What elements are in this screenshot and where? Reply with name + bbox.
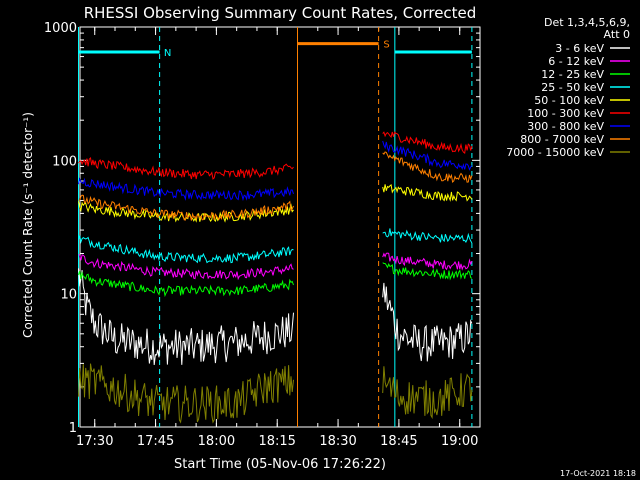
series-300-to-800keV — [78, 140, 473, 202]
series-6-to-12keV — [78, 252, 473, 281]
series-7000-to-15000keV — [78, 363, 473, 424]
series-50-to-100keV — [78, 183, 473, 223]
series-line-segment — [382, 183, 473, 202]
series-line-segment — [382, 252, 473, 271]
series-line-segment — [382, 262, 473, 281]
series-100-to-300keV — [78, 131, 473, 180]
legend-header-line-1: Det 1,3,4,5,6,9, — [544, 16, 630, 29]
series-line-segment — [382, 151, 473, 183]
legend-entry-label: 300 - 800 keV — [527, 120, 604, 133]
series-line-segment — [382, 282, 473, 362]
series-3-to-6keV — [78, 268, 473, 366]
y-tick-label: 1000 — [44, 21, 77, 36]
legend-entry-label: 50 - 100 keV — [534, 94, 604, 107]
x-tick-label: 19:00 — [441, 434, 478, 449]
annotation-segment-2 — [394, 27, 473, 427]
series-line-segment — [382, 131, 473, 155]
legend-entry-label: 12 - 25 keV — [541, 68, 604, 81]
annotation-label: N — [164, 48, 171, 59]
series-line-segment — [78, 194, 294, 221]
series-800-to-7000keV — [78, 151, 473, 221]
legend-entry-label: 7000 - 15000 keV — [506, 146, 604, 159]
x-tick-label: 18:15 — [258, 434, 295, 449]
x-tick-label: 18:00 — [198, 434, 235, 449]
y-tick-label: 1 — [69, 421, 77, 436]
plot-frame — [79, 26, 481, 428]
series-line-segment — [78, 157, 294, 180]
series-line-segment — [382, 140, 473, 171]
x-tick-label: 17:30 — [76, 434, 113, 449]
y-tick-label: 10 — [60, 288, 77, 303]
legend-header-line-2: Att 0 — [604, 28, 630, 41]
annotation-label: S — [383, 40, 389, 51]
series-12-to-25keV — [78, 262, 473, 298]
series-line-segment — [78, 254, 294, 281]
series-line-segment — [382, 366, 473, 420]
legend-entry-label: 6 - 12 keV — [548, 55, 604, 68]
chart-title: RHESSI Observing Summary Count Rates, Co… — [84, 4, 477, 22]
annotation-N: N — [78, 27, 171, 427]
legend-entry-label: 25 - 50 keV — [541, 81, 604, 94]
x-tick-label: 18:30 — [319, 434, 356, 449]
y-axis-label: Corrected Count Rate (s⁻¹ detector⁻¹) — [21, 112, 35, 338]
series-line-segment — [78, 177, 294, 202]
x-axis-label: Start Time (05-Nov-06 17:26:22) — [174, 457, 386, 472]
legend-entry-label: 3 - 6 keV — [555, 42, 604, 55]
y-tick-label: 100 — [52, 154, 77, 169]
series-line-segment — [382, 228, 473, 244]
series-line-segment — [78, 363, 294, 424]
footer-timestamp: 17-Oct-2021 18:18 — [560, 469, 636, 478]
series-line-segment — [78, 235, 294, 264]
x-tick-label: 18:45 — [380, 434, 417, 449]
x-tick-label: 17:45 — [137, 434, 174, 449]
legend-entry-label: 100 - 300 keV — [527, 107, 604, 120]
series-line-segment — [78, 268, 294, 366]
series-line-segment — [78, 271, 294, 298]
legend-entry-label: 800 - 7000 keV — [520, 133, 604, 146]
series-25-to-50keV — [78, 228, 473, 264]
annotation-S: S — [297, 27, 390, 427]
